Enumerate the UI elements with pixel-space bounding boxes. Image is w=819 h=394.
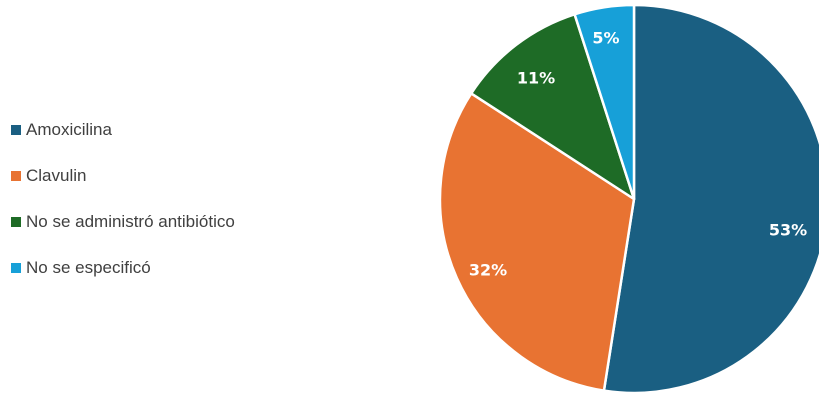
legend-label: No se administró antibiótico: [26, 211, 235, 231]
legend-swatch-amoxicilina: [11, 124, 21, 135]
legend-item-clavulin: Clavulin: [11, 164, 235, 187]
legend-label: Amoxicilina: [26, 119, 112, 139]
legend: Amoxicilina Clavulin No se administró an…: [11, 118, 235, 302]
data-label-clavulin: 32%: [469, 261, 507, 280]
legend-item-no-antibiotico: No se administró antibiótico: [11, 210, 235, 233]
legend-item-no-especifico: No se especificó: [11, 256, 235, 279]
data-label-no-especifico: 5%: [592, 29, 619, 48]
pie-slice-amoxicilina: [602, 3, 819, 394]
legend-swatch-clavulin: [11, 170, 21, 181]
legend-label: No se especificó: [26, 257, 151, 277]
data-label-amoxicilina: 53%: [769, 221, 807, 240]
data-label-no-antibiotico: 11%: [517, 69, 555, 88]
legend-swatch-no-especifico: [11, 262, 21, 273]
pie-slice-no-antibiotico: [469, 13, 636, 201]
legend-label: Clavulin: [26, 165, 87, 185]
legend-swatch-no-antibiotico: [11, 216, 21, 227]
pie-slice-no-especifico: [573, 3, 636, 201]
legend-item-amoxicilina: Amoxicilina: [11, 118, 235, 141]
